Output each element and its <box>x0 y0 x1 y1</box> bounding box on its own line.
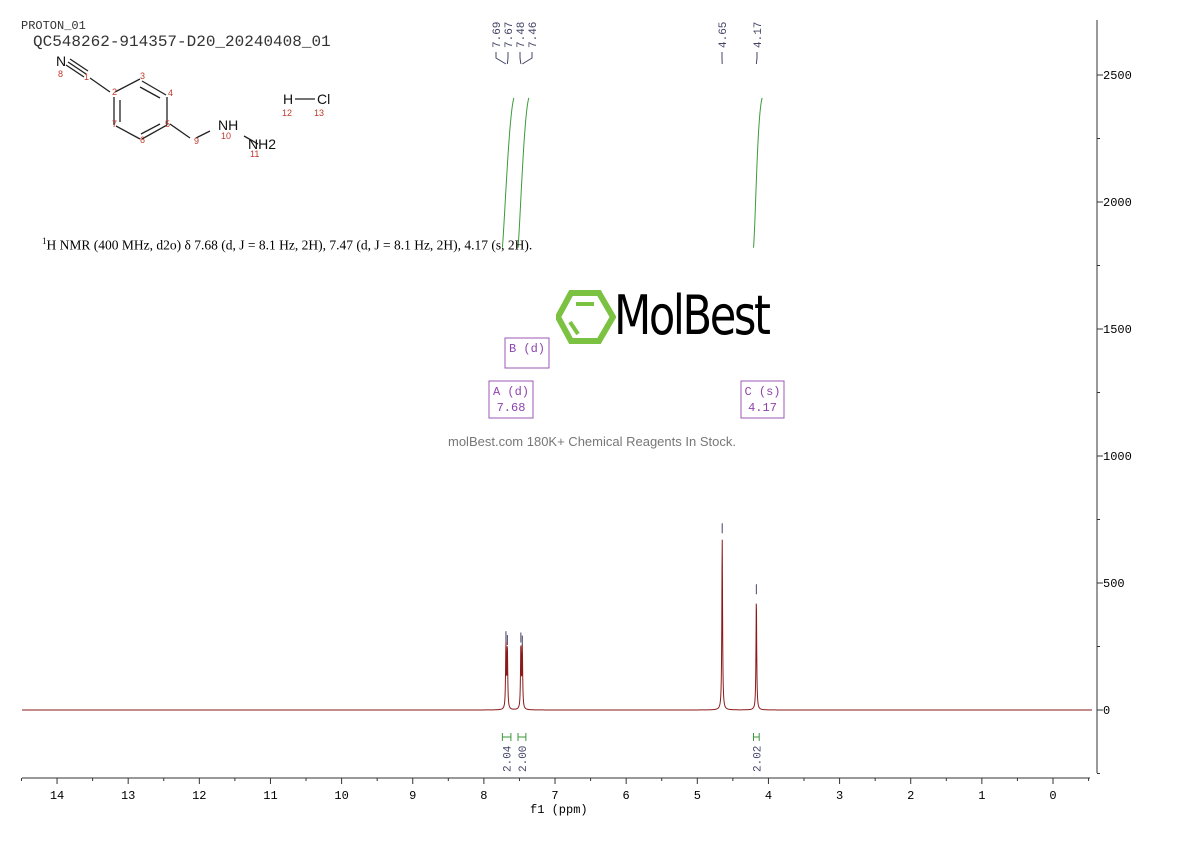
integral-value: 2.02 <box>752 746 764 772</box>
atom-number: 2 <box>112 87 117 97</box>
integral-value: 2.00 <box>518 746 530 772</box>
integral-curve <box>501 97 515 248</box>
peak-label: 4.17 <box>753 22 765 48</box>
experiment-name: PROTON_01 <box>21 19 86 33</box>
multiplet-box <box>488 380 534 419</box>
multiplet-label: A (d) <box>493 385 529 399</box>
y-tick-label: 500 <box>1103 577 1125 591</box>
spectrum-line <box>22 539 1092 711</box>
atom-number: 1 <box>84 72 89 82</box>
multiplet-shift: 4.17 <box>748 401 777 415</box>
x-tick-label: 1 <box>978 789 985 803</box>
watermark-logo: MolBest <box>614 284 771 347</box>
atom-number: 11 <box>250 149 259 159</box>
atom-number: 4 <box>168 88 173 98</box>
peak-label-connector <box>495 52 507 65</box>
peak-label: 4.65 <box>718 22 730 48</box>
description-text: H NMR (400 MHz, d2o) δ 7.68 (d, J = 8.1 … <box>46 237 533 253</box>
x-axis-label: f1 (ppm) <box>530 803 588 817</box>
multiplet-shift: 7.68 <box>497 401 526 415</box>
peak-label-connector <box>519 52 522 65</box>
y-tick-label: 1000 <box>1103 450 1132 464</box>
atom-h: H <box>283 91 293 107</box>
atom-number: 3 <box>140 71 145 81</box>
atom-number: 13 <box>314 108 324 118</box>
superscript: 1 <box>42 236 47 246</box>
integral-bracket <box>753 733 760 741</box>
x-tick-label: 9 <box>409 789 416 803</box>
x-tick-label: 10 <box>334 789 348 803</box>
y-tick-label: 1500 <box>1103 323 1132 337</box>
integral-curve <box>753 97 763 248</box>
x-tick-label: 2 <box>907 789 914 803</box>
atom-number: 8 <box>58 69 63 79</box>
x-tick-label: 13 <box>121 789 135 803</box>
x-tick-label: 3 <box>836 789 843 803</box>
x-tick-label: 11 <box>263 789 277 803</box>
peak-label: 7.67 <box>504 22 516 48</box>
x-tick-label: 7 <box>551 789 558 803</box>
x-tick-label: 6 <box>623 789 630 803</box>
x-tick-label: 8 <box>480 789 487 803</box>
sample-id: QC548262-914357-D20_20240408_01 <box>33 33 331 51</box>
atom-nh2: NH2 <box>248 136 276 152</box>
integral-bracket <box>501 733 512 741</box>
atom-number: 5 <box>165 119 170 129</box>
y-tick-label: 0 <box>1103 704 1110 718</box>
y-tick-label: 2000 <box>1103 196 1132 210</box>
x-tick-label: 4 <box>765 789 772 803</box>
peak-label: 7.69 <box>492 22 504 48</box>
watermark-tagline: molBest.com 180K+ Chemical Reagents In S… <box>448 434 736 449</box>
integral-value: 2.04 <box>503 745 515 772</box>
x-tick-label: 0 <box>1049 789 1056 803</box>
multiplet-box <box>740 380 785 419</box>
x-tick-label: 12 <box>192 789 206 803</box>
x-tick-label: 5 <box>694 789 701 803</box>
peak-label-connector <box>755 52 758 65</box>
multiplet-box <box>504 337 550 369</box>
atom-number: 10 <box>221 131 231 141</box>
atom-number: 6 <box>140 135 145 145</box>
atom-number: 7 <box>112 119 117 129</box>
integral-bracket <box>517 733 527 741</box>
peak-label: 7.46 <box>528 22 540 48</box>
peak-label: 7.48 <box>516 22 528 48</box>
chemical-structure: N NH NH2 H Cl 1 2 3 4 5 6 7 8 9 10 11 12… <box>56 53 330 159</box>
atom-number: 9 <box>194 136 199 146</box>
multiplet-label: B (d) <box>509 342 545 356</box>
integral-curve <box>517 97 530 248</box>
x-tick-label: 14 <box>50 789 64 803</box>
atom-nh: NH <box>218 117 238 133</box>
atom-n: N <box>56 53 66 69</box>
nmr-description: 1H NMR (400 MHz, d2o) δ 7.68 (d, J = 8.1… <box>42 236 532 254</box>
hexagon-logo-icon <box>556 290 616 344</box>
multiplet-label: C (s) <box>744 385 780 399</box>
peak-label-connector <box>522 52 533 65</box>
atom-cl: Cl <box>317 91 330 107</box>
atom-number: 12 <box>282 108 292 118</box>
y-tick-label: 2500 <box>1103 69 1132 83</box>
peak-label-connector <box>506 52 509 65</box>
